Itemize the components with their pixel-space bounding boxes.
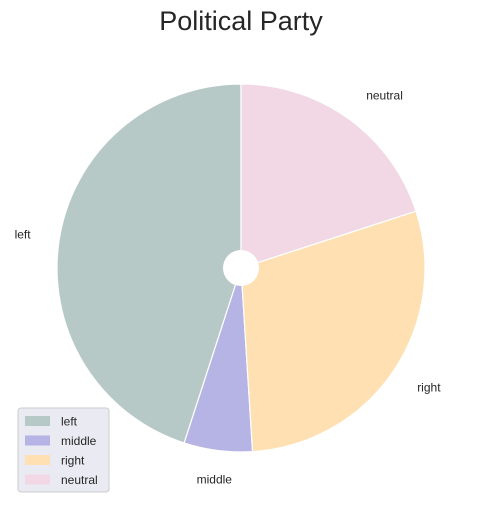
legend-swatch-right [25,455,50,465]
slice-label-right: right [417,381,441,395]
slice-label-middle: middle [197,472,233,486]
chart-title: Political Party [159,6,323,36]
legend-frame [17,407,110,493]
slice-labels: left middle right neutral [15,89,442,487]
legend-swatch-neutral [25,474,50,485]
center-hole [223,250,259,286]
legend-label-neutral: neutral [61,473,98,487]
pie-slice-neutral [240,83,417,269]
slice-label-neutral: neutral [366,89,403,103]
slice-label-left: left [15,228,32,242]
legend-swatch-middle [25,435,50,446]
legend: left middle right neutral [17,407,110,493]
pie-slices [56,83,426,453]
legend-label-left: left [61,415,78,429]
legend-swatch-left [25,416,50,426]
legend-label-right: right [61,454,85,468]
pie-slice-right [240,210,426,453]
pie-slice-left [56,83,242,444]
legend-items: left middle right neutral [25,415,98,487]
legend-label-middle: middle [61,434,97,448]
